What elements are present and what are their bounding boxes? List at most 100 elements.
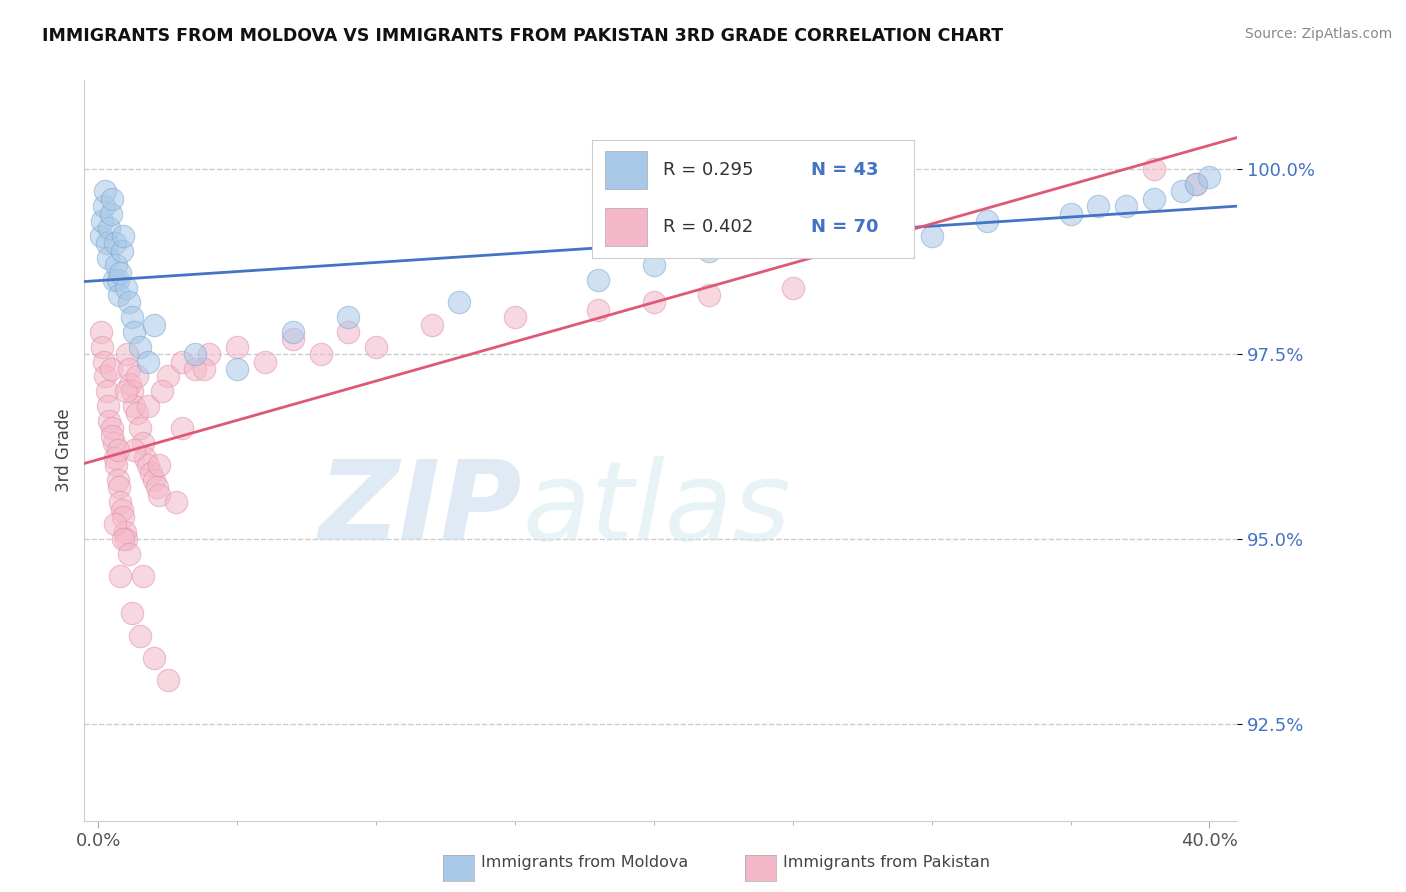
Point <box>156 369 179 384</box>
Point <box>1143 192 1166 206</box>
Text: IMMIGRANTS FROM MOLDOVA VS IMMIGRANTS FROM PAKISTAN 3RD GRADE CORRELATION CHART: IMMIGRANTS FROM MOLDOVA VS IMMIGRANTS FR… <box>42 27 1004 45</box>
Point <box>145 481 167 495</box>
Point <box>110 569 132 583</box>
Point <box>142 473 165 487</box>
Point <box>104 236 127 251</box>
Point <box>93 354 115 368</box>
Point <box>588 302 610 317</box>
Point <box>1143 162 1166 177</box>
Point <box>96 384 118 399</box>
Point <box>1059 206 1081 220</box>
Point <box>136 399 159 413</box>
Point <box>129 421 152 435</box>
Point <box>1170 185 1192 199</box>
Point <box>115 384 138 399</box>
Point <box>112 510 135 524</box>
Point <box>120 376 142 391</box>
Point <box>643 259 665 273</box>
Point <box>165 495 187 509</box>
Point <box>309 347 332 361</box>
Point <box>118 362 141 376</box>
Point <box>142 318 165 332</box>
Point <box>96 236 118 251</box>
Point <box>94 185 117 199</box>
Point <box>588 273 610 287</box>
Point <box>921 228 943 243</box>
Point <box>107 273 129 287</box>
Point <box>1184 177 1206 191</box>
Point <box>101 428 124 442</box>
Point <box>115 280 138 294</box>
Point <box>93 199 115 213</box>
Point <box>108 288 131 302</box>
Point <box>118 547 141 561</box>
Point <box>91 214 114 228</box>
Point <box>127 369 149 384</box>
Point <box>124 399 146 413</box>
Point <box>198 347 221 361</box>
Point <box>121 384 143 399</box>
Point <box>107 473 129 487</box>
Point <box>226 362 249 376</box>
Point <box>98 414 121 428</box>
Point <box>1115 199 1137 213</box>
Point <box>134 450 156 465</box>
Point <box>420 318 443 332</box>
Point <box>111 502 134 516</box>
Point <box>101 192 124 206</box>
Point <box>117 347 139 361</box>
Point <box>124 325 146 339</box>
Point <box>281 333 304 347</box>
Point <box>1198 169 1220 184</box>
Point <box>782 236 804 251</box>
Point <box>148 488 170 502</box>
Point <box>91 340 114 354</box>
Point <box>103 273 125 287</box>
Point <box>114 524 136 539</box>
Text: ZIP: ZIP <box>319 456 523 563</box>
Point <box>110 495 132 509</box>
Point <box>184 362 207 376</box>
Point <box>156 673 179 687</box>
Point <box>94 369 117 384</box>
Point <box>90 228 112 243</box>
Y-axis label: 3rd Grade: 3rd Grade <box>55 409 73 492</box>
Point <box>101 421 124 435</box>
Point <box>136 354 159 368</box>
Point <box>337 310 360 325</box>
Point <box>121 310 143 325</box>
Point <box>129 629 152 643</box>
Point <box>111 244 134 258</box>
Point <box>129 340 152 354</box>
Point <box>103 436 125 450</box>
Point <box>104 450 127 465</box>
Point <box>90 325 112 339</box>
Point <box>1184 177 1206 191</box>
Point <box>1087 199 1109 213</box>
Point <box>112 228 135 243</box>
Point <box>170 354 193 368</box>
Point <box>108 481 131 495</box>
Point <box>226 340 249 354</box>
Point <box>253 354 276 368</box>
Point <box>131 436 153 450</box>
Point <box>98 221 121 235</box>
Text: Source: ZipAtlas.com: Source: ZipAtlas.com <box>1244 27 1392 41</box>
Point <box>100 362 122 376</box>
Point <box>105 458 128 473</box>
Text: Immigrants from Pakistan: Immigrants from Pakistan <box>783 855 990 870</box>
Point <box>104 517 127 532</box>
Point <box>148 458 170 473</box>
Point <box>107 443 129 458</box>
Point <box>127 407 149 421</box>
Point <box>782 280 804 294</box>
Point <box>184 347 207 361</box>
Point <box>136 458 159 473</box>
Point <box>97 251 120 265</box>
Point <box>865 221 887 235</box>
Point <box>170 421 193 435</box>
Point <box>110 266 132 280</box>
Point <box>100 206 122 220</box>
Point <box>121 607 143 621</box>
Point <box>337 325 360 339</box>
